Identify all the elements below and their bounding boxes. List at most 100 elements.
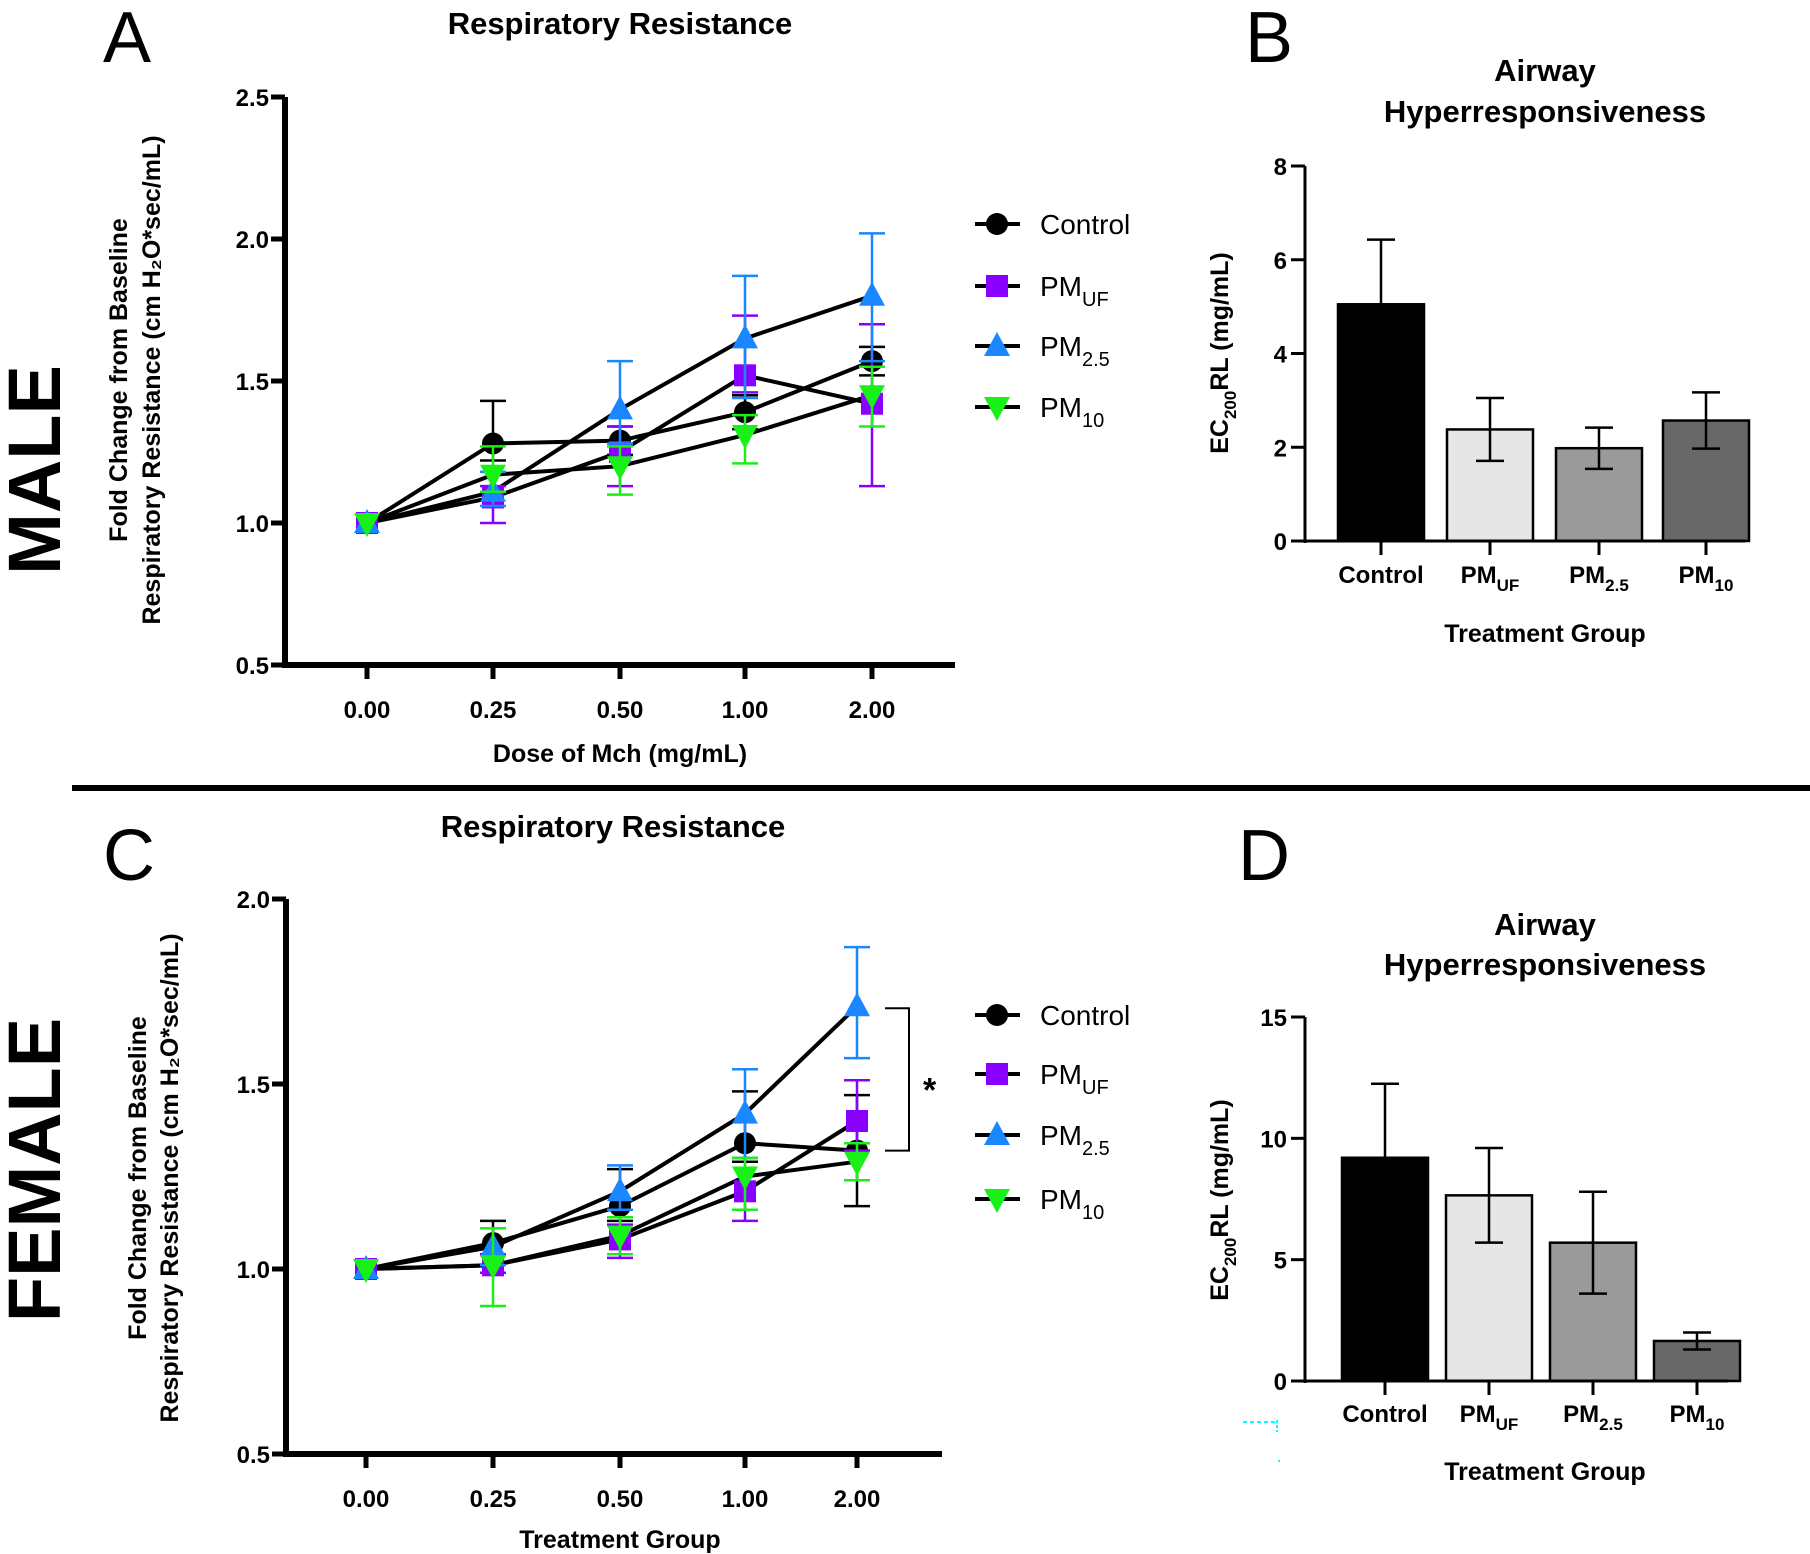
x-tick-label: Control (1338, 562, 1423, 589)
chart-title-line2: Hyperresponsiveness (1384, 947, 1706, 982)
y-tick-label: 1.0 (237, 1257, 270, 1284)
y-tick-label: 1.5 (236, 369, 269, 396)
data-point-pm10 (353, 1259, 379, 1283)
x-tick-label: 0.00 (343, 1486, 390, 1513)
x-tick-label: PMUF (1461, 562, 1520, 595)
x-axis-title: Treatment Group (519, 1526, 720, 1554)
y-tick-label: 8 (1274, 154, 1287, 181)
panel-letter-b: B (1245, 0, 1293, 78)
legend-label: Control (1040, 209, 1130, 240)
x-axis-title: Dose of Mch (mg/mL) (493, 740, 747, 768)
data-point-pm10 (354, 513, 380, 537)
y-tick-label: 0 (1274, 529, 1287, 556)
data-point-control (734, 401, 756, 424)
legend-label: PMUF (1040, 1059, 1109, 1099)
x-tick-label: 0.50 (597, 1486, 644, 1513)
y-tick-label: 4 (1274, 342, 1288, 369)
panel-letter-c: C (103, 816, 155, 896)
data-point-pm25 (732, 1099, 758, 1124)
data-point-pm10 (480, 464, 506, 489)
y-tick-label: 1.5 (237, 1072, 270, 1099)
significance-bracket (885, 1007, 910, 1152)
data-point-pm25 (844, 992, 870, 1017)
legend-label: PMUF (1040, 271, 1109, 311)
legend-label: PM10 (1040, 392, 1104, 432)
y-axis-title-line2: Respiratory Resistance (cm H₂O*sec/mL) (156, 933, 184, 1422)
chart-title: Respiratory Resistance (441, 809, 786, 844)
y-axis-title-line1: Fold Change from Baseline (105, 218, 133, 542)
panel-a-line-chart: Respiratory Resistance 0.5 1.0 1.5 2.0 2.5 0.0… (105, 6, 1130, 768)
y-tick-label: 15 (1260, 1005, 1287, 1032)
legend-marker-pm25 (984, 332, 1010, 356)
legend-marker-pmuf (986, 275, 1008, 297)
y-tick-label: 10 (1260, 1126, 1287, 1153)
data-point-pm25 (859, 281, 885, 306)
y-axis-title: EC200RL (mg/mL) (1206, 252, 1240, 454)
chart-title: Respiratory Resistance (448, 6, 793, 41)
significance-asterisk: * (923, 1071, 937, 1109)
y-tick-label: 2.0 (236, 227, 269, 254)
y-axis-title-line1: Fold Change from Baseline (124, 1016, 152, 1340)
data-point-control (482, 432, 504, 455)
legend-marker-control (986, 1004, 1008, 1026)
y-tick-label: 0.5 (236, 653, 269, 680)
y-tick-label: 0.5 (237, 1442, 270, 1469)
x-tick-label: 1.00 (722, 1486, 769, 1513)
x-tick-label: PM2.5 (1563, 1401, 1623, 1434)
panel-letter-d: D (1238, 816, 1290, 896)
x-tick-label: PM10 (1670, 1401, 1725, 1434)
chart-title-line1: Airway (1494, 53, 1596, 88)
sex-label-female: FEMALE (0, 1018, 76, 1322)
x-tick-label: 0.25 (470, 697, 517, 724)
x-tick-label: 0.00 (344, 697, 391, 724)
data-point-pm10 (607, 1225, 633, 1250)
legend-label: PM2.5 (1040, 1120, 1110, 1160)
legend-marker-control (986, 213, 1008, 235)
chart-title-line2: Hyperresponsiveness (1384, 94, 1706, 129)
legend-marker-pm25 (984, 1121, 1010, 1145)
data-point-pm25 (607, 1177, 633, 1202)
x-axis-title: Treatment Group (1444, 1458, 1645, 1486)
y-axis-title-line2: Respiratory Resistance (cm H₂O*sec/mL) (138, 135, 166, 624)
x-tick-label: PMUF (1460, 1401, 1519, 1434)
panel-letter-a: A (103, 0, 151, 78)
data-point-pm10 (480, 1255, 506, 1280)
sex-label-male: MALE (0, 365, 76, 575)
y-tick-label: 0 (1274, 1369, 1287, 1396)
x-tick-label: PM10 (1679, 562, 1734, 595)
data-point-pm10 (607, 456, 633, 481)
y-tick-label: 2.5 (236, 85, 269, 112)
data-point-pm10 (859, 385, 885, 410)
x-tick-label: 2.00 (834, 1486, 881, 1513)
x-tick-label: 0.25 (470, 1486, 517, 1513)
legend-marker-pm10 (984, 1189, 1010, 1213)
x-tick-label: Control (1342, 1401, 1427, 1428)
x-tick-label: 2.00 (849, 697, 896, 724)
x-tick-label: PM2.5 (1569, 562, 1629, 595)
legend-label: PM2.5 (1040, 331, 1110, 371)
x-tick-label: 1.00 (722, 697, 769, 724)
data-point-pm10 (732, 424, 758, 449)
panel-d-bar-chart: Airway Hyperresponsiveness 0 5 10 15 Control PM… (1206, 907, 1742, 1486)
data-point-pm25 (607, 395, 633, 420)
data-point-pmuf (846, 1110, 868, 1132)
data-point-pm25 (732, 324, 758, 349)
legend-label: PM10 (1040, 1184, 1104, 1224)
bar-control (1336, 303, 1426, 543)
x-axis-title: Treatment Group (1444, 620, 1645, 648)
x-tick-label: 0.50 (597, 697, 644, 724)
y-axis-title: EC200RL (mg/mL) (1206, 1099, 1240, 1301)
chart-title-line1: Airway (1494, 907, 1596, 942)
y-tick-label: 1.0 (236, 511, 269, 538)
legend-label: Control (1040, 1000, 1130, 1031)
bar-control (1340, 1156, 1430, 1383)
y-tick-label: 5 (1274, 1248, 1287, 1275)
y-tick-label: 2 (1274, 435, 1287, 462)
cyan-artifact (1243, 1420, 1280, 1462)
panel-c-line-chart: Respiratory Resistance 0.5 1.0 1.5 2.0 0.00 0.… (124, 809, 1130, 1554)
legend-marker-pm10 (984, 397, 1010, 421)
y-tick-label: 6 (1274, 248, 1287, 275)
y-tick-label: 2.0 (237, 887, 270, 914)
data-point-pm10 (844, 1151, 870, 1176)
legend-marker-pmuf (986, 1063, 1008, 1085)
